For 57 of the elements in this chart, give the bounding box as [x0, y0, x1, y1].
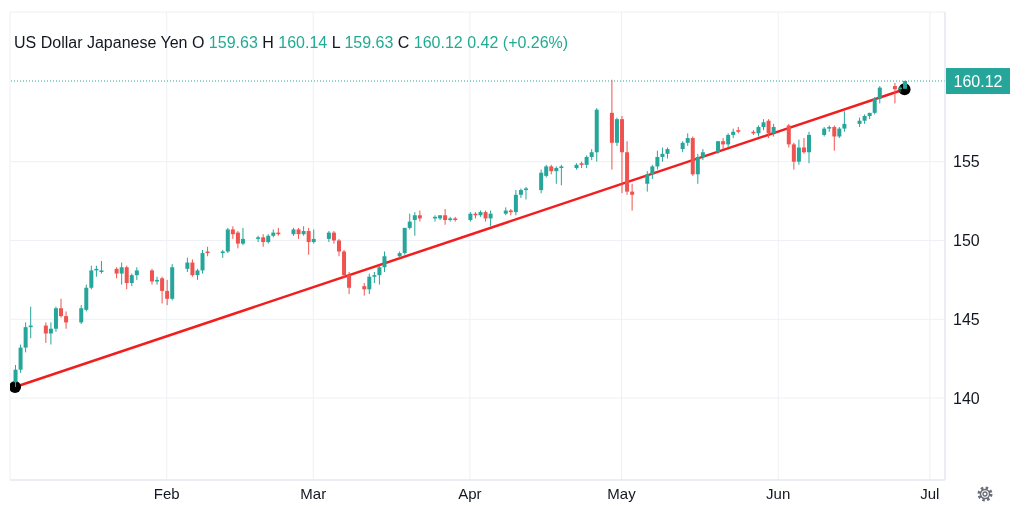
candlestick: [539, 169, 544, 194]
x-tick-label: Jun: [766, 484, 791, 502]
candlestick: [412, 211, 417, 237]
candlestick: [225, 227, 230, 254]
candlestick: [200, 249, 205, 275]
x-tick-label: Mar: [300, 484, 327, 502]
candlestick: [645, 170, 650, 193]
candlestick: [721, 137, 726, 150]
candlestick: [791, 142, 796, 171]
candlestick: [256, 235, 261, 243]
candlestick: [367, 273, 372, 295]
y-tick-label: 155: [953, 153, 980, 171]
candlestick: [342, 249, 347, 279]
candlestick: [786, 123, 791, 149]
candlestick: [417, 210, 422, 223]
candlestick: [518, 187, 523, 199]
candlestick: [695, 153, 700, 185]
candlestick: [892, 82, 897, 104]
y-tick-label: 150: [953, 232, 980, 250]
y-tick-label: 145: [953, 310, 980, 328]
candlestick: [655, 150, 660, 171]
candlestick: [832, 124, 837, 152]
candlestick: [124, 265, 129, 290]
candlestick: [523, 186, 528, 201]
candlestick: [306, 227, 311, 256]
candlestick: [443, 208, 448, 226]
x-tick-label: May: [607, 484, 637, 502]
candlestick: [700, 148, 705, 161]
candlestick: [807, 131, 812, 164]
candlestick: [240, 227, 245, 246]
candlestick: [13, 364, 18, 388]
x-tick-label: Feb: [153, 484, 180, 502]
candlestick: [326, 230, 331, 243]
x-tick-label: Apr: [458, 484, 482, 502]
candlestick: [559, 164, 564, 186]
candlestick: [377, 265, 382, 286]
candlestick: [630, 183, 635, 212]
candlestick: [842, 110, 847, 133]
candlestick: [53, 306, 58, 333]
candlestick: [796, 139, 801, 166]
candlestick: [59, 298, 64, 319]
candlestick: [382, 251, 387, 273]
candlestick: [347, 271, 352, 295]
candlestick: [160, 276, 165, 305]
candlestick: [766, 118, 771, 139]
candlestick: [165, 279, 170, 306]
candlestick: [23, 321, 28, 353]
candlestick: [18, 343, 23, 374]
y-tick-label: 140: [953, 389, 980, 407]
x-tick-label: Jul: [920, 484, 940, 502]
candlestick: [64, 310, 69, 330]
candlestick: [513, 189, 518, 216]
candlestick: [614, 117, 619, 147]
ref-line-label: 160.12: [953, 73, 1003, 91]
chart-title: US Dollar Japanese Yen O 159.63 H 160.14 L 159.63 C 160.12 0.42 (+0.26%): [14, 34, 569, 51]
candlestick: [89, 265, 94, 290]
candlestick: [119, 262, 124, 286]
